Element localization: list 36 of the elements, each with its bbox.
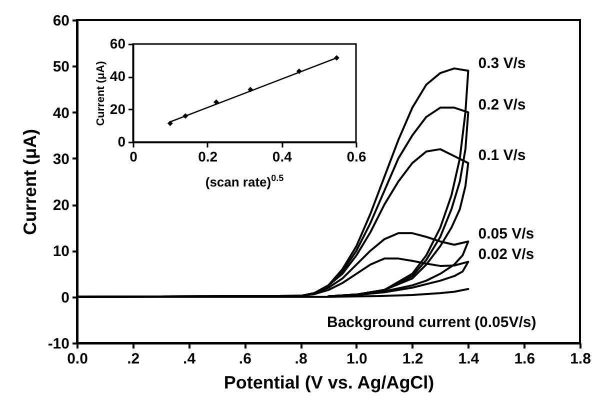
series-label: 0.02 V/s [478,246,534,263]
x-tick-label: 1.8 [570,350,591,368]
annotation: Background current (0.05V/s) [327,314,536,332]
y-tick-label: 50 [52,58,70,76]
x-tick-label: 0.2 [198,148,218,164]
x-tick-label: 0.6 [346,148,366,164]
y-tick-label: 20 [110,100,126,117]
x-axis-title: (scan rate)$^{0.5}$ [204,173,285,190]
y-axis-title: Current (μA) [20,128,40,236]
x-tick-label: 0 [130,148,138,164]
y-tick-label: 0 [118,134,126,150]
series-label: 0.05 V/s [478,225,534,242]
x-tick-label: .2 [127,350,140,368]
series-label: 0.2 V/s [478,96,526,114]
y-tick-label: 40 [110,68,126,84]
y-axis-title: Current (μA) [94,60,107,126]
series-label: 0.3 V/s [478,54,526,72]
x-tick-label: 1.4 [458,350,480,368]
x-tick-label: .8 [294,350,308,368]
y-tick-label: 60 [110,36,126,52]
x-tick-label: 1.2 [402,350,424,368]
y-tick-label: 20 [52,197,70,214]
series-label: 0.1 V/s [478,147,526,164]
x-tick-label: 1.6 [514,350,536,368]
y-tick-label: -10 [48,336,70,352]
x-tick-label: 1.0 [346,350,368,368]
y-tick-label: 30 [52,150,70,168]
y-tick-label: 40 [52,104,70,122]
y-tick-label: 0 [61,289,70,306]
x-tick-label: .4 [183,350,196,368]
y-tick-label: 10 [52,243,70,260]
x-tick-label: 0.0 [67,350,88,368]
x-tick-label: .6 [238,350,252,368]
x-axis-title: Potential (V vs. Ag/AgCl) [224,372,434,392]
x-tick-label: 0.4 [272,148,292,164]
y-tick-label: 60 [52,12,70,30]
